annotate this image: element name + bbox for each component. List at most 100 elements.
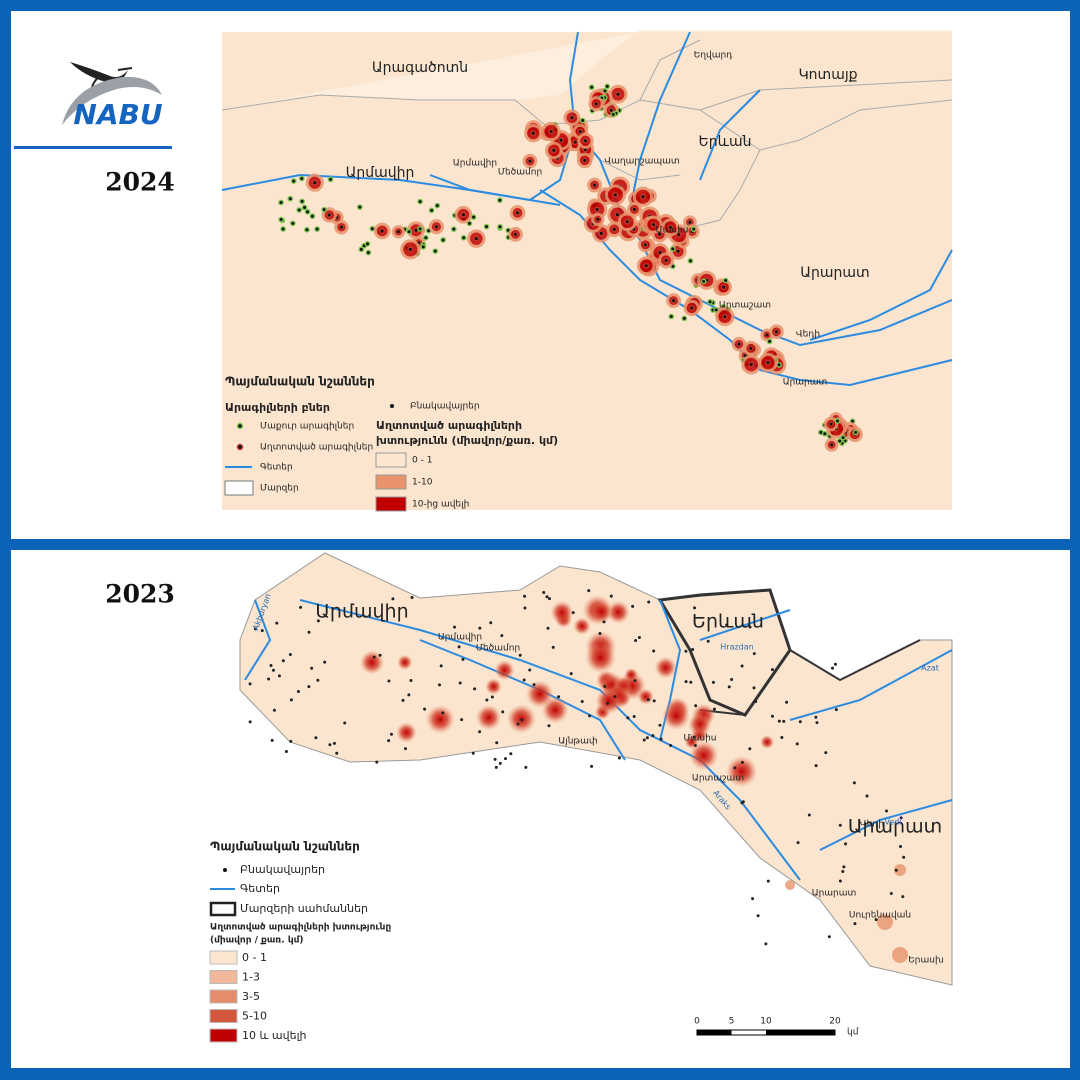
scale-label: 10 (760, 1017, 772, 1027)
settlement (609, 594, 613, 598)
settlement (770, 668, 774, 672)
legend-title: Պայմանական նշաններ (210, 840, 360, 854)
settlement (275, 621, 279, 625)
nest (836, 438, 843, 444)
settlement (669, 744, 673, 748)
nest (365, 249, 372, 256)
nest (379, 228, 386, 234)
nest (852, 429, 859, 436)
nest (321, 206, 328, 213)
settlement (587, 589, 591, 593)
legend-label: Գետեր (240, 882, 280, 895)
density-hotspot (892, 947, 908, 963)
nest (631, 206, 638, 213)
nest (326, 212, 333, 218)
nest (460, 211, 467, 218)
settlement (748, 747, 752, 751)
legend-swatch (209, 1028, 238, 1043)
region-label: Արարատ (800, 265, 869, 281)
density-hotspot (550, 600, 574, 624)
nest (278, 216, 285, 223)
scale-label: 20 (829, 1017, 841, 1027)
settlement (289, 739, 293, 743)
nest (669, 245, 676, 252)
nest (497, 223, 503, 230)
legend-swatch (209, 970, 238, 984)
density-hotspot (654, 656, 677, 679)
nest (594, 216, 601, 223)
nest (483, 223, 490, 230)
settlement (603, 684, 607, 688)
legend-swatch (209, 950, 238, 965)
nest (420, 243, 427, 250)
nest (460, 234, 467, 241)
settlement (457, 645, 461, 649)
map-markers (248, 83, 908, 963)
settlement (478, 626, 482, 630)
settlement (901, 895, 905, 899)
nest (577, 128, 584, 135)
river-label: Hrazdan (720, 643, 753, 652)
settlement (633, 679, 637, 683)
nest (327, 176, 334, 183)
settlement (458, 681, 462, 685)
place-label: Երասխ (908, 956, 944, 966)
density-hotspot (689, 740, 719, 771)
density-hotspot (725, 755, 758, 788)
settlement (307, 685, 311, 689)
density-hotspot (785, 880, 795, 890)
nest (530, 130, 537, 137)
settlement (277, 674, 281, 678)
settlement (471, 751, 475, 755)
place-label: Արարատ (783, 378, 828, 388)
nest (624, 218, 631, 225)
settlement (260, 629, 264, 633)
settlement (272, 708, 276, 712)
legend-label: Բնակավայրեր (410, 402, 480, 412)
settlement (546, 626, 550, 630)
nest (422, 234, 429, 241)
nest (642, 241, 649, 248)
settlement (580, 700, 584, 704)
nest (433, 223, 440, 230)
nest (748, 361, 755, 368)
settlement (571, 611, 575, 615)
legend-label: Գետեր (260, 463, 293, 473)
settlement (271, 668, 275, 672)
nest (581, 157, 588, 164)
nest (690, 226, 697, 233)
nest (656, 231, 663, 238)
settlement (289, 698, 293, 702)
nest (640, 193, 646, 200)
settlement (493, 757, 497, 761)
settlement (310, 666, 314, 670)
settlement (694, 704, 698, 708)
settlement (332, 741, 336, 745)
settlement (634, 639, 638, 643)
nest (514, 209, 521, 216)
settlement (270, 738, 274, 742)
settlement (267, 677, 271, 681)
year: 2023 (105, 580, 175, 609)
settlement (785, 700, 789, 704)
settlement (375, 760, 379, 764)
settlement (489, 621, 493, 625)
place-label: Արմավիր (453, 159, 497, 169)
settlement (551, 645, 555, 649)
density-hotspot (591, 601, 612, 623)
settlement (569, 672, 573, 676)
settlement (478, 730, 482, 734)
settlement (387, 679, 391, 683)
settlement (503, 757, 507, 761)
settlement (884, 809, 888, 813)
settlement (647, 600, 651, 604)
density-hotspot (585, 642, 616, 674)
settlement (485, 698, 489, 702)
legend-label: 3-5 (242, 990, 260, 1003)
nest (773, 328, 780, 335)
region-label: Արմավիր (346, 165, 415, 181)
place-label: Մասիս (683, 734, 716, 744)
legend-heading: Աղտոտված արագիլների խտությունը (210, 923, 391, 933)
density-hotspot (573, 617, 591, 635)
